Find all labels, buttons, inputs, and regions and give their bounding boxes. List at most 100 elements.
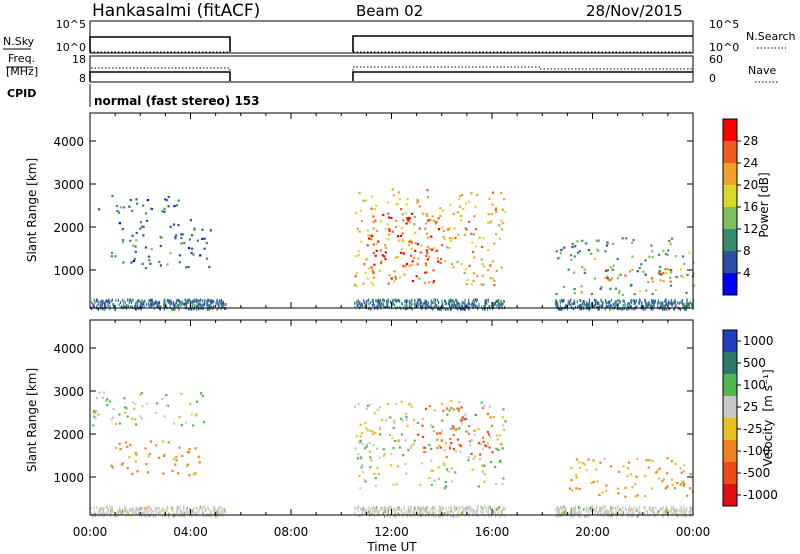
heatmap-cell [124, 411, 127, 414]
heatmap-cell [656, 468, 660, 471]
heatmap-cell [411, 303, 413, 307]
heatmap-cell [474, 455, 477, 458]
heatmap-cell [424, 271, 427, 274]
heatmap-cell [178, 446, 181, 449]
heatmap-cell [594, 508, 596, 512]
freq-tick-bottom: 8 [79, 72, 86, 85]
colorbar-swatch [723, 484, 737, 507]
heatmap-cell [595, 239, 598, 242]
heatmap-cell [576, 300, 578, 304]
heatmap-cell [358, 191, 361, 195]
heatmap-cell [661, 305, 663, 309]
heatmap-cell [191, 509, 193, 513]
heatmap-cell [685, 307, 687, 311]
heatmap-cell [577, 305, 579, 309]
heatmap-cell [641, 302, 643, 306]
heatmap-cell [680, 510, 683, 514]
heatmap-cell [212, 505, 214, 509]
heatmap-cell [395, 219, 398, 222]
heatmap-cell [158, 260, 161, 263]
heatmap-cell [110, 418, 113, 421]
heatmap-cell [192, 473, 195, 476]
heatmap-cell [597, 307, 599, 311]
heatmap-cell [675, 276, 678, 279]
heatmap-cell [120, 305, 122, 309]
heatmap-cell [577, 506, 580, 509]
heatmap-cell [186, 302, 188, 306]
heatmap-cell [463, 233, 466, 237]
heatmap-cell [683, 482, 686, 485]
heatmap-cell [134, 510, 137, 514]
heatmap-cell [472, 303, 474, 307]
colorbar-swatch [723, 352, 737, 375]
heatmap-cell [140, 507, 142, 510]
heatmap-cell [496, 304, 498, 308]
heatmap-cell [181, 512, 183, 516]
heatmap-cell [146, 512, 148, 516]
heatmap-cell [124, 305, 126, 309]
heatmap-cell [209, 512, 211, 516]
heatmap-cell [430, 302, 432, 306]
heatmap-cell [405, 203, 408, 206]
heatmap-cell [172, 301, 175, 304]
heatmap-cell [681, 514, 683, 518]
heatmap-cell [128, 298, 131, 302]
heatmap-cell [159, 244, 162, 248]
heatmap-cell [595, 508, 597, 512]
heatmap-cell [420, 305, 422, 309]
heatmap-cell [605, 505, 607, 509]
heatmap-cell [476, 298, 478, 302]
heatmap-cell [148, 299, 150, 303]
heatmap-cell [100, 300, 102, 304]
heatmap-cell [601, 507, 603, 511]
heatmap-cell [130, 508, 132, 512]
heatmap-cell [690, 302, 692, 306]
heatmap-cell [561, 505, 563, 509]
heatmap-cell [664, 253, 667, 256]
heatmap-cell [622, 465, 625, 468]
heatmap-cell [143, 300, 145, 304]
heatmap-cell [358, 505, 360, 509]
heatmap-cell [425, 232, 428, 235]
heatmap-cell [683, 512, 685, 516]
heatmap-cell [495, 233, 498, 236]
heatmap-cell [588, 307, 590, 311]
heatmap-cell [409, 509, 411, 513]
heatmap-cell [122, 261, 125, 264]
heatmap-cell [488, 446, 491, 449]
heatmap-cell [660, 301, 662, 305]
time-tick-label: 00:00 [676, 525, 711, 539]
heatmap-cell [568, 487, 571, 490]
heatmap-cell [400, 417, 403, 420]
heatmap-cell [423, 301, 425, 305]
heatmap-cell [374, 510, 376, 514]
heatmap-cell [611, 514, 613, 518]
heatmap-cell [141, 512, 143, 516]
heatmap-cell [208, 303, 210, 307]
heatmap-cell [100, 512, 102, 516]
heatmap-cell [97, 302, 99, 306]
heatmap-cell [425, 305, 427, 309]
velocity-y-axis: 1000 2000 3000 4000 [53, 342, 693, 485]
heatmap-cell [144, 267, 147, 270]
heatmap-cell [645, 459, 648, 462]
heatmap-cell [484, 301, 486, 305]
heatmap-cell [178, 299, 180, 302]
heatmap-cell [402, 264, 405, 267]
heatmap-cell [682, 484, 685, 487]
heatmap-cell [115, 298, 117, 302]
heatmap-cell [666, 507, 668, 511]
heatmap-cell [450, 442, 453, 445]
heatmap-cell [399, 276, 402, 279]
heatmap-cell [501, 228, 504, 231]
heatmap-cell [160, 305, 162, 309]
heatmap-cell [405, 418, 408, 421]
heatmap-cell [450, 508, 453, 511]
heatmap-cell [601, 491, 604, 494]
heatmap-cell [679, 307, 681, 311]
heatmap-cell [437, 466, 440, 469]
heatmap-cell [426, 245, 429, 249]
heatmap-cell [216, 510, 218, 514]
heatmap-cell [645, 304, 647, 308]
heatmap-cell [405, 307, 408, 311]
